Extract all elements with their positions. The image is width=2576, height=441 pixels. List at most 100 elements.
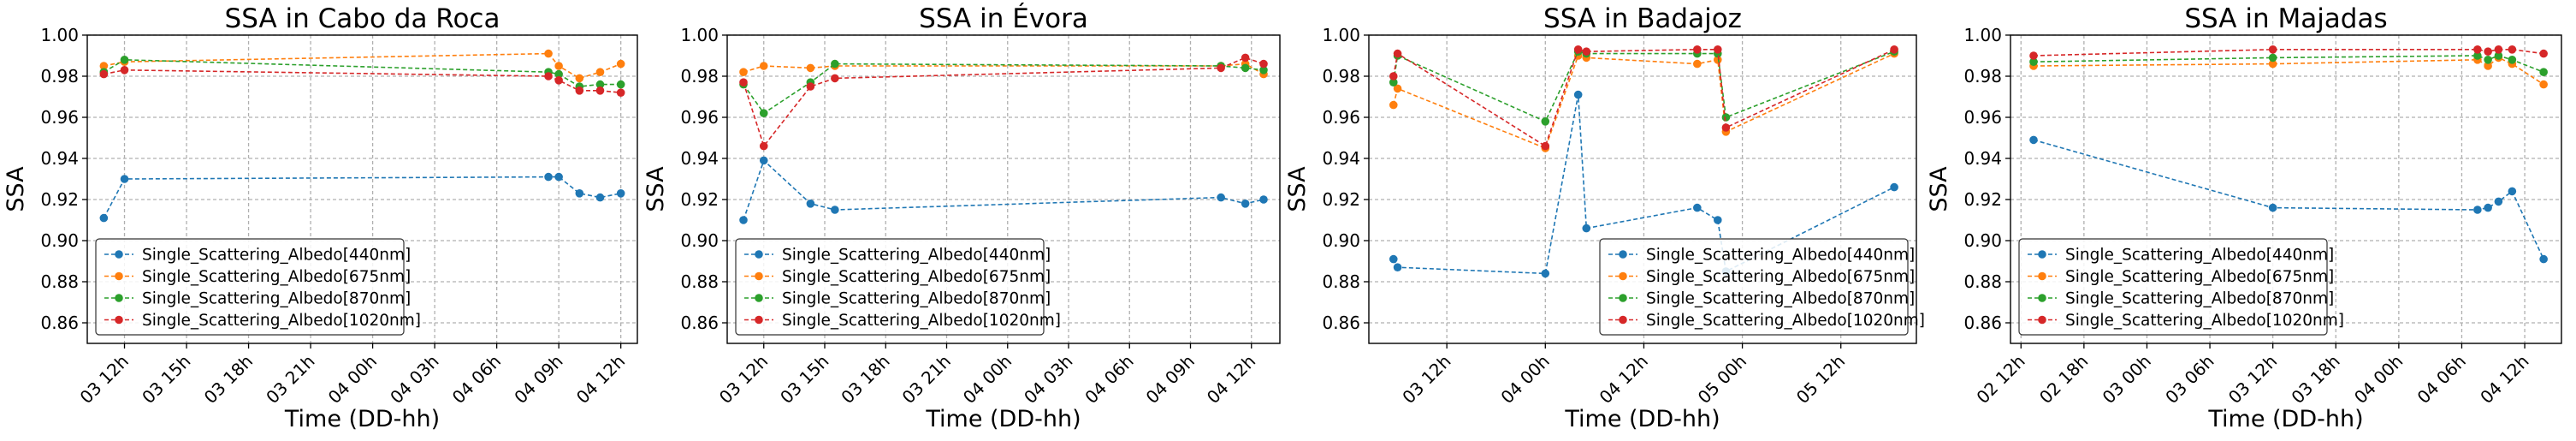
- data-point: [99, 69, 109, 79]
- data-point: [99, 62, 109, 70]
- data-point: [554, 172, 563, 182]
- y-tick-label: 0.92: [680, 189, 719, 210]
- legend-swatch-marker: [1619, 250, 1627, 259]
- x-tick-label: 04 09h: [510, 351, 566, 408]
- y-tick-label: 1.00: [1963, 25, 2002, 45]
- legend-entry: Single_Scattering_Albedo[440nm]: [782, 247, 1051, 265]
- x-tick-label: 03 06h: [2161, 351, 2218, 408]
- data-point: [1217, 193, 1225, 202]
- y-tick-label: 0.88: [680, 271, 719, 292]
- legend-swatch-marker: [2038, 250, 2046, 259]
- data-point: [575, 189, 584, 198]
- data-point: [1389, 78, 1398, 86]
- data-point: [2484, 47, 2492, 56]
- data-point: [120, 175, 129, 183]
- legend-swatch-marker: [115, 271, 123, 281]
- x-tick-label: 04 00h: [324, 351, 381, 408]
- x-tick-label: 03 15h: [776, 351, 832, 408]
- data-point: [1713, 56, 1722, 64]
- y-tick-label: 0.92: [1963, 189, 2002, 210]
- data-point: [2268, 203, 2277, 212]
- data-point: [595, 193, 605, 202]
- x-tick-label: 03 18h: [2287, 351, 2343, 408]
- data-point: [1693, 45, 1702, 54]
- data-point: [544, 49, 553, 58]
- data-point: [2494, 197, 2503, 206]
- data-point: [2539, 80, 2548, 89]
- data-point: [2508, 187, 2517, 196]
- x-tick-label: 03 12h: [715, 351, 772, 408]
- x-tick-label: 03 12h: [1398, 351, 1454, 408]
- chart-title: SSA in Badajoz: [1543, 3, 1742, 34]
- legend-swatch-marker: [755, 250, 763, 259]
- data-point: [831, 59, 839, 69]
- data-point: [2029, 135, 2038, 145]
- x-tick-label: 04 06h: [1081, 351, 1137, 408]
- y-tick-label: 0.94: [1963, 148, 2002, 169]
- y-tick-label: 0.98: [680, 66, 719, 86]
- y-tick-label: 0.86: [40, 313, 79, 333]
- data-point: [1541, 117, 1550, 126]
- data-point: [554, 69, 563, 79]
- legend-swatch-marker: [1619, 271, 1627, 281]
- legend-entry: Single_Scattering_Albedo[1020nm]: [1646, 312, 1925, 330]
- data-point: [544, 172, 553, 182]
- legend-box: [735, 238, 1045, 336]
- x-tick-label: 05 00h: [1694, 351, 1750, 408]
- data-point: [2508, 45, 2517, 54]
- x-tick-label: 04 00h: [2350, 351, 2407, 408]
- x-tick-label: 04 06h: [448, 351, 505, 408]
- x-tick-label: 04 03h: [386, 351, 442, 408]
- y-tick-label: 0.86: [1963, 313, 2002, 333]
- data-point: [1259, 66, 1268, 74]
- data-point: [595, 80, 605, 89]
- y-tick-label: 1.00: [680, 25, 719, 45]
- legend-entry: Single_Scattering_Albedo[870nm]: [2065, 290, 2334, 308]
- data-point: [2473, 45, 2482, 54]
- x-tick-label: 04 12h: [1203, 351, 1259, 408]
- legend-entry: Single_Scattering_Albedo[675nm]: [782, 268, 1051, 286]
- data-point: [806, 63, 815, 73]
- x-tick-label: 03 18h: [837, 351, 893, 408]
- data-point: [2484, 203, 2492, 212]
- data-point: [1573, 45, 1583, 54]
- data-point: [2484, 62, 2492, 70]
- x-tick-label: 04 00h: [959, 351, 1016, 408]
- x-tick-label: 03 12h: [76, 351, 133, 408]
- legend: Single_Scattering_Albedo[440nm] Single_Sc…: [1599, 238, 1925, 336]
- data-point: [1582, 47, 1591, 56]
- y-tick-label: 0.94: [1322, 148, 1360, 169]
- data-point: [1241, 63, 1250, 73]
- legend-entry: Single_Scattering_Albedo[440nm]: [142, 247, 411, 265]
- data-point: [595, 68, 605, 76]
- legend-entry: Single_Scattering_Albedo[1020nm]: [782, 312, 1061, 330]
- data-point: [759, 109, 768, 117]
- data-point: [595, 86, 605, 95]
- chart-title: SSA in Évora: [919, 3, 1088, 34]
- data-point: [2494, 51, 2503, 60]
- data-point: [831, 206, 839, 214]
- data-point: [616, 80, 625, 89]
- legend-swatch-marker: [115, 250, 123, 259]
- data-point: [1573, 90, 1583, 99]
- data-point: [1389, 72, 1398, 80]
- y-tick-label: 0.94: [680, 148, 719, 169]
- legend-swatch-marker: [755, 271, 763, 281]
- y-tick-label: 1.00: [40, 25, 79, 45]
- x-axis-label: Time (DD-hh): [2207, 406, 2363, 432]
- x-tick-label: 04 12h: [1596, 351, 1652, 408]
- data-point: [759, 156, 768, 165]
- legend-entry: Single_Scattering_Albedo[440nm]: [1646, 247, 1915, 265]
- data-point: [2473, 51, 2482, 60]
- legend-box: [2018, 238, 2328, 336]
- x-tick-label: 04 06h: [2413, 351, 2470, 408]
- y-tick-label: 0.92: [40, 189, 79, 210]
- data-point: [2539, 68, 2548, 76]
- legend: Single_Scattering_Albedo[440nm] Single_Sc…: [2018, 238, 2344, 336]
- plot-frame: [86, 34, 638, 344]
- data-point: [2029, 57, 2038, 66]
- data-point: [1890, 45, 1898, 54]
